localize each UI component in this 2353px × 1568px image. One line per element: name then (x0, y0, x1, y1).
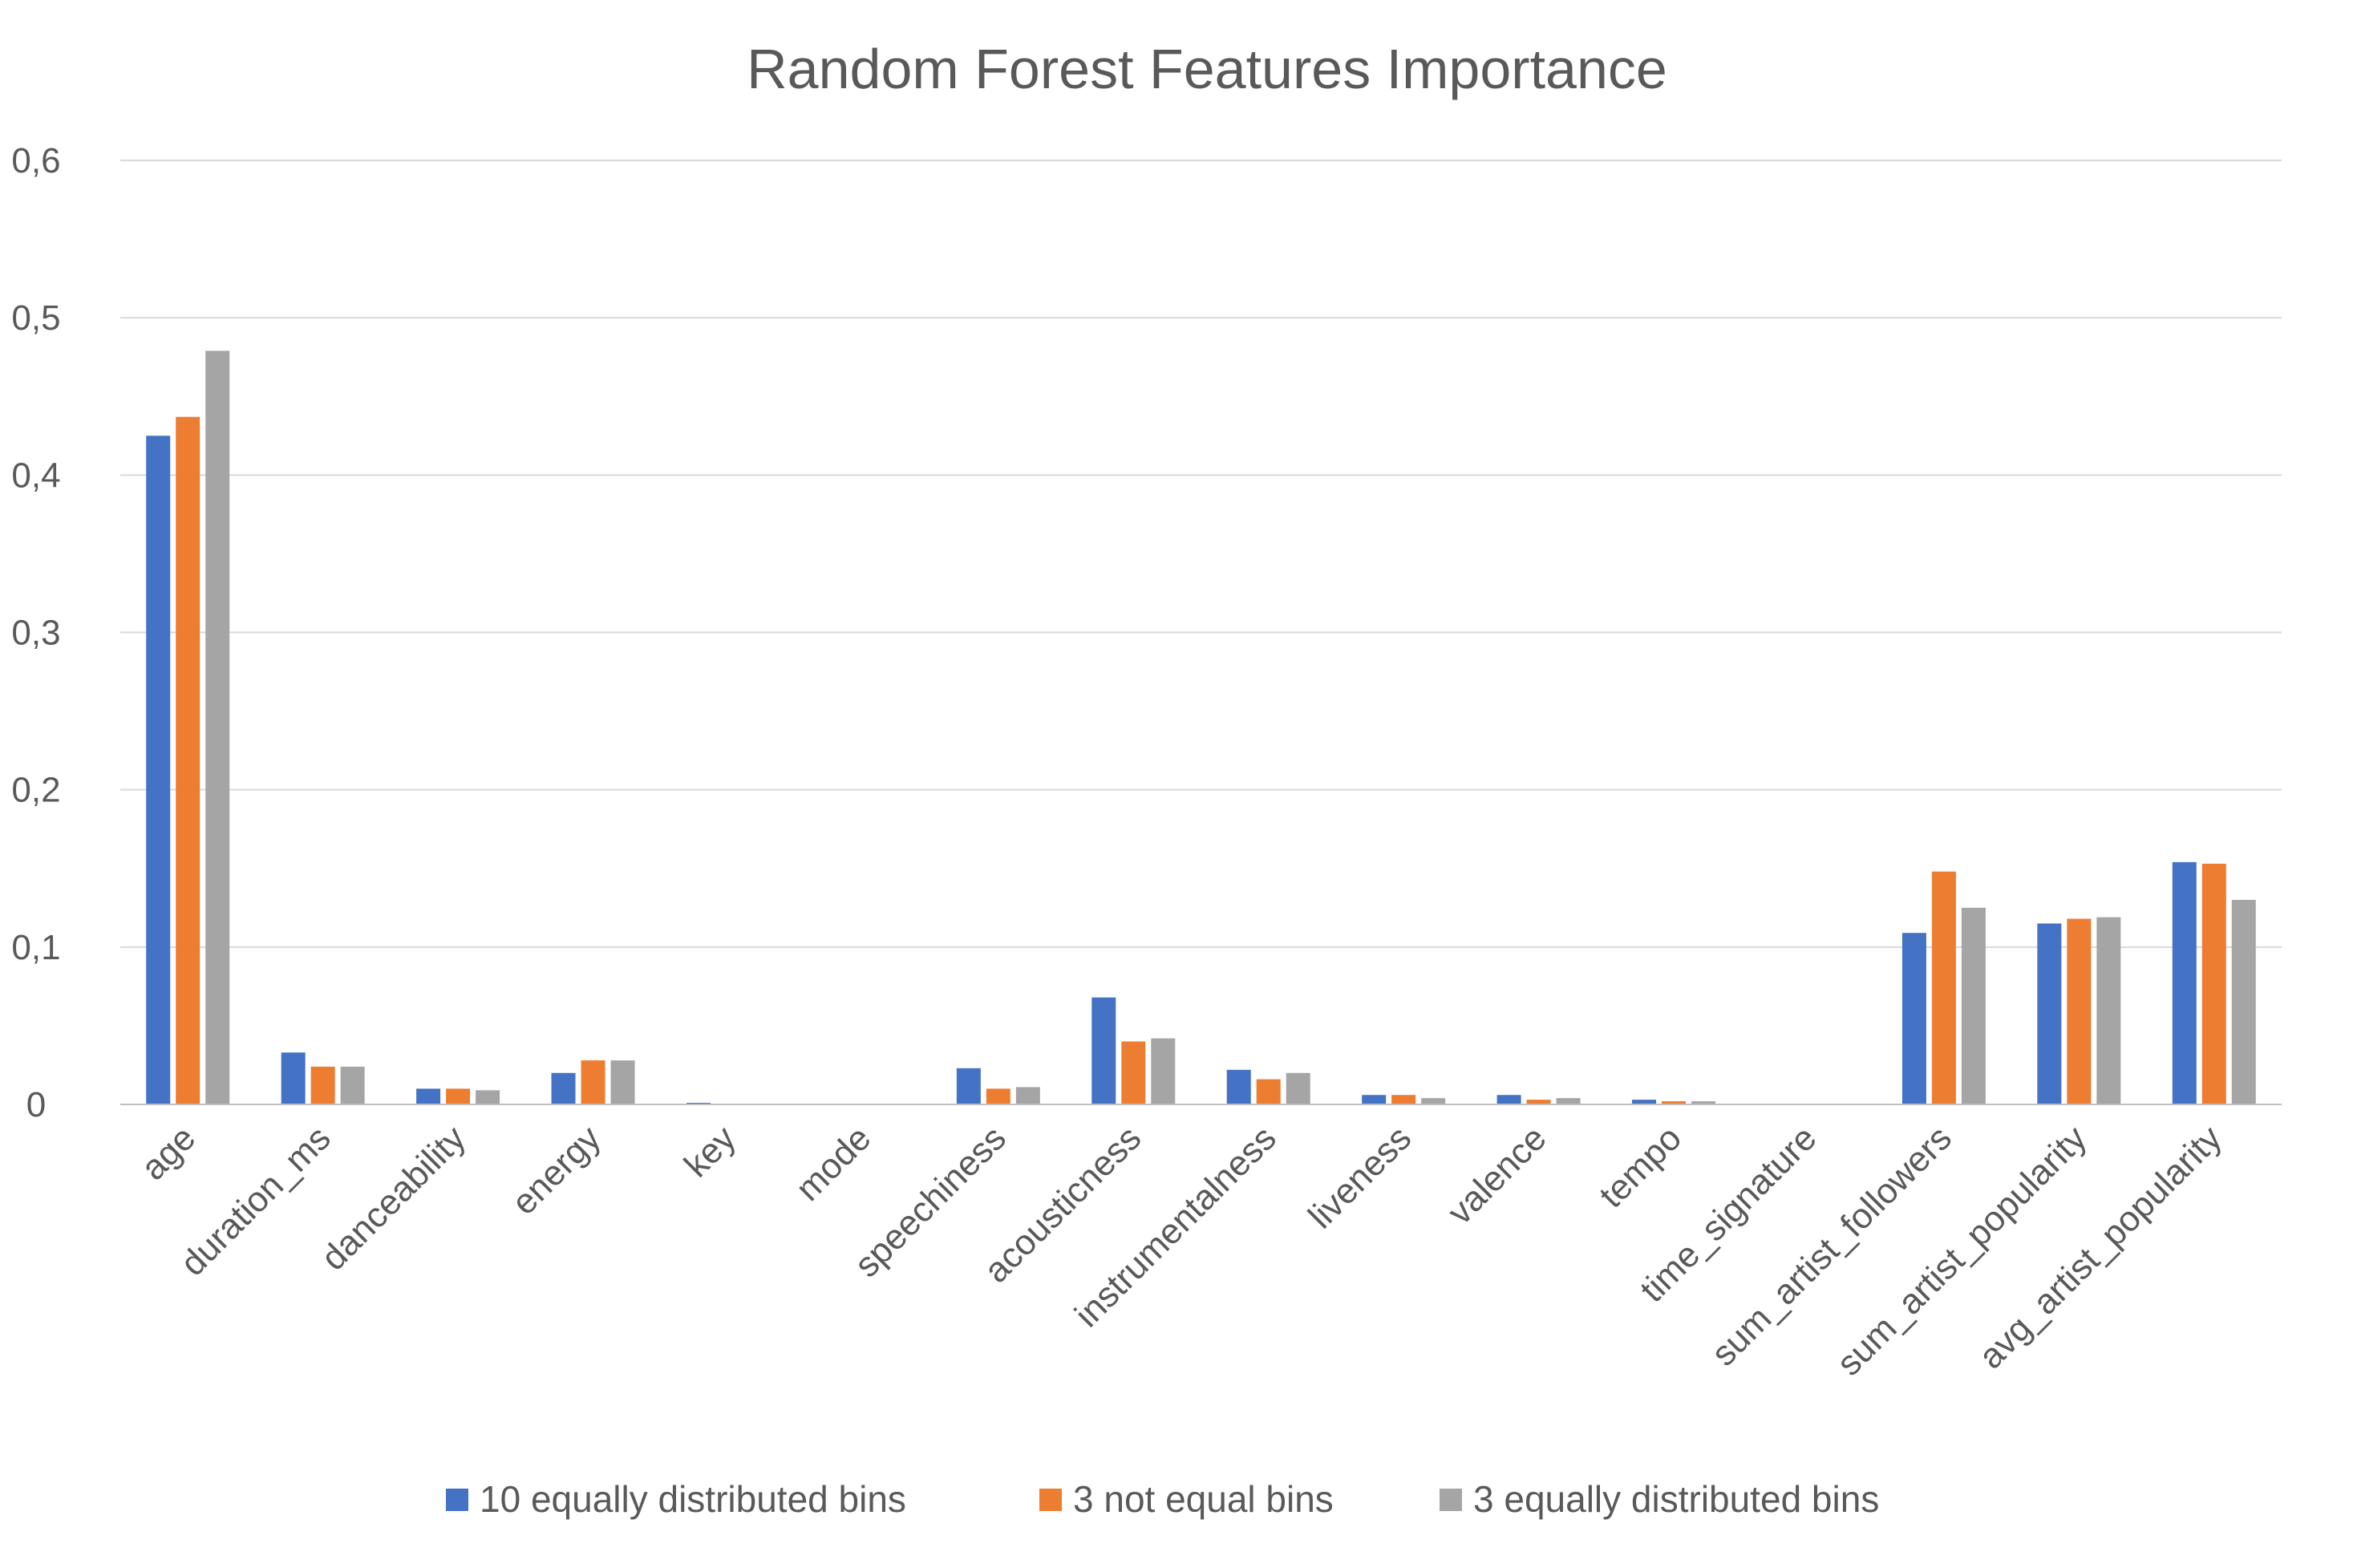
bar (1901, 933, 1926, 1104)
bar (2231, 899, 2256, 1104)
bar (1961, 907, 1986, 1104)
bar (2067, 918, 2092, 1104)
bar (2096, 917, 2121, 1104)
bar (956, 1068, 981, 1104)
bar (1526, 1100, 1551, 1104)
legend-swatch (1039, 1489, 1062, 1511)
bar (1091, 997, 1116, 1104)
bar (986, 1088, 1010, 1104)
bar (1496, 1095, 1521, 1104)
legend-label: 3 not equal bins (1073, 1478, 1334, 1520)
legend-label: 10 equally distributed bins (480, 1478, 906, 1520)
bar (1931, 871, 1956, 1104)
bar (1691, 1101, 1716, 1104)
bar (476, 1090, 500, 1104)
bar (416, 1088, 441, 1104)
x-tick-label: danceability (314, 1118, 473, 1278)
y-tick-label: 0,6 (11, 141, 60, 180)
bar (310, 1066, 335, 1104)
legend-swatch (1440, 1489, 1462, 1511)
x-tick-label: key (677, 1118, 743, 1185)
x-tick-label: sum_artist_followers (1704, 1118, 1959, 1373)
x-tick-label: liveness (1301, 1118, 1419, 1236)
bar (551, 1072, 576, 1104)
bar (1121, 1041, 1146, 1104)
y-tick-label: 0 (26, 1085, 46, 1124)
x-tick-label: sum_artist_popularity (1829, 1118, 2094, 1383)
bar (1256, 1079, 1281, 1104)
y-axis-ticks: 0 0,1 0,2 0,3 0,4 0,5 0,6 (11, 141, 60, 1124)
bar (1151, 1038, 1176, 1104)
bar (1391, 1095, 1416, 1104)
x-tick-label: mode (788, 1118, 878, 1208)
y-tick-label: 0,1 (11, 928, 60, 967)
x-tick-label: age (134, 1118, 204, 1188)
y-tick-label: 0,5 (11, 298, 60, 338)
bar (205, 350, 230, 1104)
bar (340, 1066, 365, 1104)
bar (1662, 1101, 1687, 1104)
bar (446, 1088, 471, 1104)
gridlines (120, 160, 2282, 948)
y-tick-label: 0,3 (11, 614, 60, 653)
bar (1362, 1095, 1387, 1104)
bar (1556, 1098, 1581, 1104)
bar (610, 1060, 635, 1104)
bar (281, 1052, 306, 1104)
chart-title: Random Forest Features Importance (747, 38, 1667, 100)
bar (2201, 863, 2226, 1104)
y-tick-label: 0,2 (11, 771, 60, 810)
bars (146, 350, 2256, 1104)
x-tick-label: valence (1440, 1118, 1554, 1232)
legend-label: 3 equally distributed bins (1473, 1478, 1879, 1520)
legend: 10 equally distributed bins 3 not equal b… (446, 1478, 1879, 1520)
x-tick-label: avg_artist_popularity (1971, 1118, 2229, 1376)
x-tick-label: tempo (1592, 1118, 1689, 1215)
bar (1421, 1098, 1446, 1104)
y-tick-label: 0,4 (11, 456, 60, 495)
bar (146, 436, 171, 1104)
bar (1015, 1087, 1040, 1104)
bar (1632, 1100, 1657, 1104)
bar (2172, 861, 2197, 1104)
bar (581, 1060, 605, 1104)
bar (1226, 1069, 1251, 1104)
bar (176, 416, 200, 1104)
legend-swatch (446, 1489, 468, 1511)
x-tick-label: energy (504, 1118, 609, 1222)
bar (2037, 923, 2062, 1104)
bar (1286, 1072, 1310, 1104)
